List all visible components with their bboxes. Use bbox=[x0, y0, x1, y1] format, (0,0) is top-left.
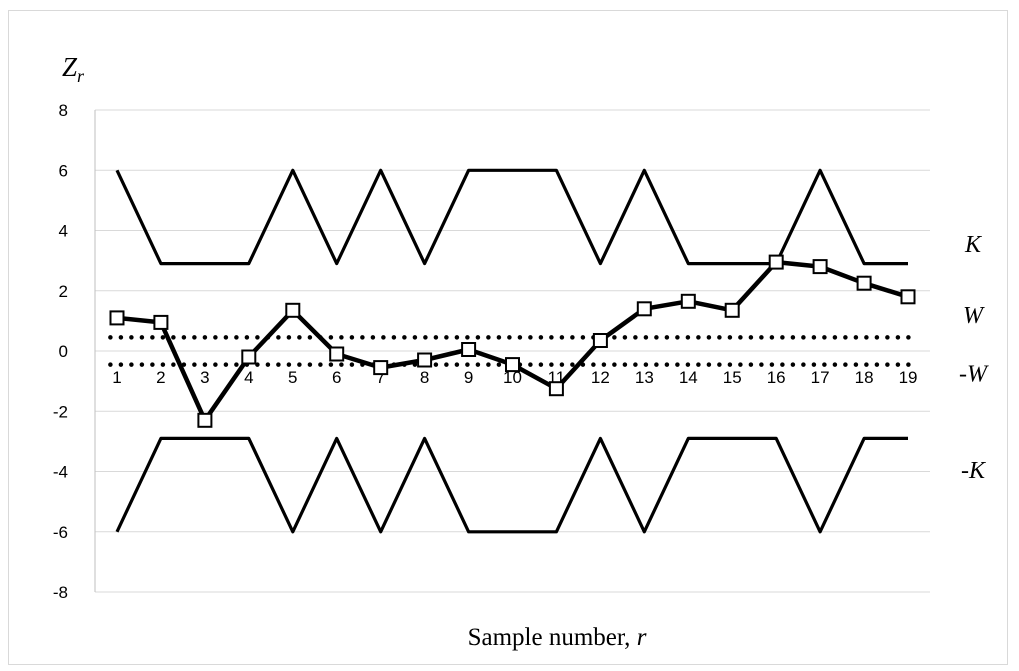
y-axis-title: Zr bbox=[62, 52, 85, 86]
data-point-marker bbox=[548, 381, 564, 397]
gridlines bbox=[95, 109, 930, 593]
series-line-lower-limit-K bbox=[115, 436, 908, 534]
limit-label: -W bbox=[959, 362, 989, 388]
x-tick-labels: 1 2 3 4 5 6 7 8 9 10 11 12 13 14 15 16 17 18 19 bbox=[112, 368, 917, 387]
x-tick-label: 15 bbox=[723, 368, 742, 387]
x-tick-label: 7 bbox=[376, 368, 385, 387]
data-point-marker bbox=[373, 360, 389, 376]
data-point-marker bbox=[592, 333, 608, 348]
data-point-marker bbox=[241, 349, 257, 365]
limit-label: K bbox=[964, 232, 983, 258]
x-tick-label: 8 bbox=[420, 368, 429, 387]
x-tick-label: 12 bbox=[591, 368, 610, 387]
data-point-marker bbox=[109, 310, 125, 326]
data-point-marker bbox=[680, 293, 696, 309]
limit-label: W bbox=[963, 303, 985, 329]
data-point-marker bbox=[636, 301, 652, 317]
x-tick-label: 18 bbox=[855, 368, 874, 387]
y-tick-label: -6 bbox=[53, 523, 68, 542]
series-line-statistic-Zr bbox=[116, 259, 909, 423]
data-point-marker bbox=[417, 352, 433, 368]
data-point-marker bbox=[329, 346, 345, 362]
y-tick-label: 8 bbox=[59, 101, 68, 120]
data-point-marker bbox=[197, 412, 213, 428]
x-tick-label: 10 bbox=[503, 368, 522, 387]
y-tick-label: -2 bbox=[53, 402, 68, 421]
data-point-marker bbox=[285, 302, 301, 318]
x-tick-label: 3 bbox=[200, 368, 209, 387]
data-markers bbox=[109, 254, 916, 428]
y-tick-label: -4 bbox=[53, 463, 68, 482]
x-tick-label: 13 bbox=[635, 368, 654, 387]
data-point-marker bbox=[768, 254, 784, 270]
data-point-marker bbox=[812, 259, 828, 275]
right-limit-labels: K W -W -K bbox=[959, 232, 989, 484]
x-axis-title: Sample number, r bbox=[468, 624, 647, 651]
x-tick-label: 9 bbox=[464, 368, 473, 387]
data-point-marker bbox=[724, 302, 740, 318]
x-tick-label: 17 bbox=[811, 368, 830, 387]
data-point-marker bbox=[153, 314, 169, 330]
y-tick-label: 6 bbox=[59, 161, 68, 180]
series-line-upper-limit-K bbox=[115, 168, 908, 266]
data-point-marker bbox=[900, 289, 916, 305]
limit-label: -K bbox=[961, 458, 987, 484]
x-tick-label: 4 bbox=[244, 368, 253, 387]
y-tick-label: 2 bbox=[59, 282, 68, 301]
x-tick-label: 1 bbox=[112, 368, 121, 387]
y-tick-labels: 8 6 4 2 0 -2 -4 -6 -8 bbox=[53, 101, 68, 602]
data-point-marker bbox=[461, 342, 477, 357]
y-tick-label: 4 bbox=[59, 222, 68, 241]
data-point-marker bbox=[856, 275, 872, 291]
x-tick-label: 14 bbox=[679, 368, 698, 387]
y-tick-label: -8 bbox=[53, 583, 68, 602]
x-tick-label: 5 bbox=[288, 368, 297, 387]
data-point-marker bbox=[505, 357, 520, 373]
x-tick-label: 16 bbox=[767, 368, 786, 387]
x-tick-label: 2 bbox=[156, 368, 165, 387]
x-tick-label: 6 bbox=[332, 368, 341, 387]
x-tick-label: 19 bbox=[899, 368, 918, 387]
y-tick-label: 0 bbox=[59, 342, 68, 361]
